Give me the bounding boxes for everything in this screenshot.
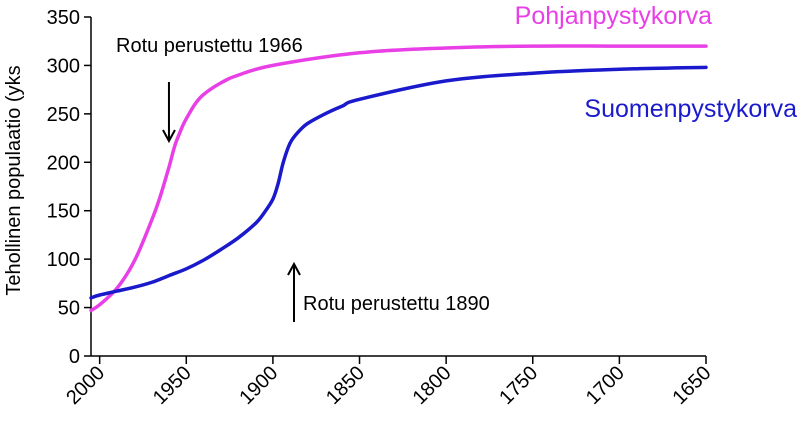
y-ticks: 0 50 100 150 200 250 300 350 [47, 7, 91, 368]
y-tick-label: 50 [58, 298, 80, 320]
series-line-0 [89, 44, 708, 313]
series-line-1 [89, 65, 708, 300]
annotation-arrowhead-1890 [287, 261, 301, 276]
y-tick-label: 300 [47, 55, 80, 77]
series-label-1: Suomenpystykorva [584, 95, 797, 123]
x-tick-label: 1800 [409, 362, 456, 409]
y-tick-label: 200 [47, 152, 80, 174]
x-tick-label: 1950 [149, 362, 196, 409]
x-ticks: 2000 1950 1900 1850 1800 1750 1700 1650 [62, 356, 716, 409]
y-tick-label: 100 [47, 249, 80, 271]
y-tick-label: 250 [47, 104, 80, 126]
x-tick-label: 1700 [582, 362, 629, 409]
x-tick-label: 2000 [62, 362, 109, 409]
y-axis-label: Tehollinen populaatio (yks [3, 65, 25, 295]
y-tick-label: 0 [69, 346, 80, 368]
annotation-arrowhead-1966 [162, 129, 176, 144]
series-lines [89, 44, 708, 313]
y-tick-label: 350 [47, 7, 80, 29]
series-label-0: Pohjanpystykorva [515, 2, 712, 30]
x-tick-label: 1900 [235, 362, 282, 409]
annotation-text-1890: Rotu perustettu 1890 [303, 293, 490, 315]
x-tick-label: 1850 [322, 362, 369, 409]
series-labels: Pohjanpystykorva Suomenpystykorva [515, 2, 797, 123]
annotation-text-1966: Rotu perustettu 1966 [116, 35, 303, 57]
x-tick-label: 1650 [669, 362, 716, 409]
x-tick-label: 1750 [495, 362, 542, 409]
annotations: Rotu perustettu 1966 Rotu perustettu 1890 [116, 35, 490, 322]
y-tick-label: 150 [47, 201, 80, 223]
